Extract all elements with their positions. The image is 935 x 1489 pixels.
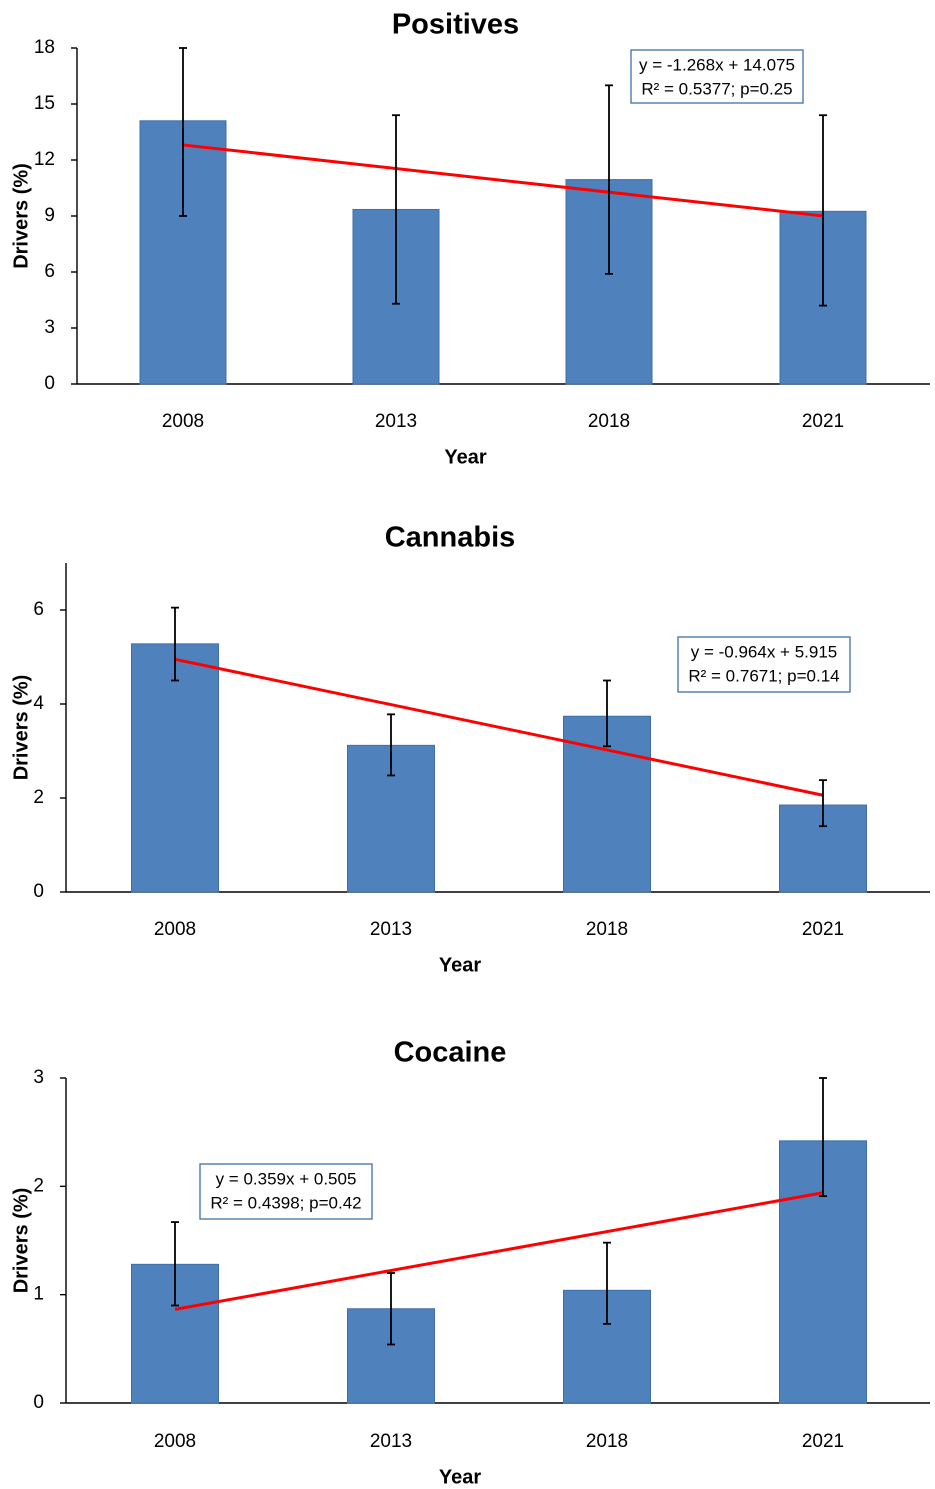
x-axis-label: Year <box>439 954 481 976</box>
y-tick-label: 6 <box>44 261 55 282</box>
x-tick-label: 2018 <box>588 411 630 432</box>
y-tick-label: 3 <box>33 1067 44 1088</box>
y-tick-label: 9 <box>44 205 55 226</box>
equation-line1: y = -1.268x + 14.075 <box>639 55 795 74</box>
x-tick-label: 2018 <box>586 1431 628 1452</box>
chart-title: Cannabis <box>385 522 516 554</box>
x-tick-label: 2013 <box>375 411 417 432</box>
x-tick-label: 2021 <box>802 919 844 940</box>
x-tick-label: 2018 <box>586 919 628 940</box>
equation-box <box>677 636 851 693</box>
y-tick-label: 2 <box>33 1175 44 1196</box>
x-tick-label: 2008 <box>154 1431 196 1452</box>
equation-line1: y = -0.964x + 5.915 <box>691 642 838 661</box>
equation-line1: y = 0.359x + 0.505 <box>216 1169 357 1188</box>
y-tick-label: 0 <box>44 373 55 394</box>
y-axis-label: Drivers (%) <box>10 163 32 269</box>
equation-box <box>199 1163 373 1220</box>
x-tick-label: 2013 <box>370 919 412 940</box>
equation-line2: R² = 0.5377; p=0.25 <box>641 79 792 98</box>
equation-line2: R² = 0.7671; p=0.14 <box>688 666 839 685</box>
x-tick-label: 2008 <box>162 411 204 432</box>
y-tick-label: 18 <box>34 37 55 58</box>
y-tick-label: 15 <box>34 93 55 114</box>
x-tick-label: 2021 <box>802 1431 844 1452</box>
y-tick-label: 0 <box>33 1392 44 1413</box>
y-tick-label: 6 <box>33 599 44 620</box>
bar-2008 <box>131 643 219 893</box>
y-tick-label: 2 <box>33 787 44 808</box>
x-axis-label: Year <box>439 1466 481 1484</box>
y-axis-label: Drivers (%) <box>10 675 32 781</box>
trendline <box>174 1191 824 1311</box>
y-tick-label: 4 <box>33 693 44 714</box>
chart-title: Positives <box>392 9 519 41</box>
equation-box <box>630 49 804 104</box>
x-tick-label: 2021 <box>802 411 844 432</box>
x-axis-label: Year <box>444 446 486 468</box>
y-axis-label: Drivers (%) <box>10 1188 32 1294</box>
equation-line2: R² = 0.4398; p=0.42 <box>210 1193 361 1212</box>
y-tick-label: 0 <box>33 881 44 902</box>
y-tick-label: 3 <box>44 317 55 338</box>
x-tick-label: 2013 <box>370 1431 412 1452</box>
y-tick-label: 1 <box>33 1284 44 1305</box>
trendline <box>174 657 824 797</box>
trendline <box>182 143 824 218</box>
y-tick-label: 12 <box>34 149 55 170</box>
chart-title: Cocaine <box>394 1037 507 1069</box>
x-tick-label: 2008 <box>154 919 196 940</box>
